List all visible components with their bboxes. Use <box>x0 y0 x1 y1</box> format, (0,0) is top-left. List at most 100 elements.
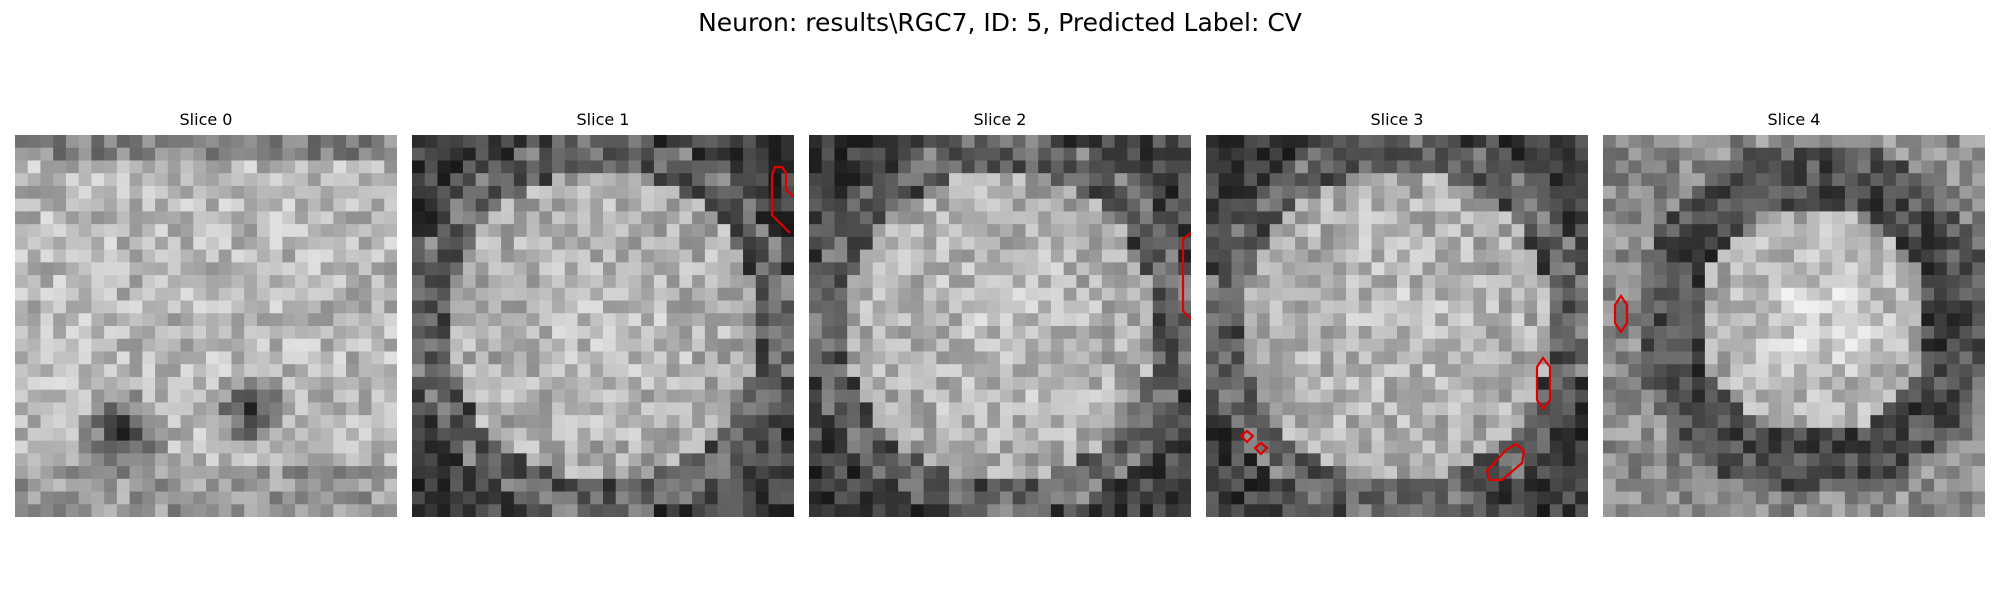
pixel <box>1012 287 1026 301</box>
pixel <box>628 338 642 352</box>
pixel <box>1269 389 1283 403</box>
pixel <box>923 491 937 505</box>
pixel <box>371 224 385 238</box>
pixel <box>552 466 566 480</box>
pixel <box>333 326 347 340</box>
pixel <box>1743 326 1757 340</box>
pixel <box>859 478 874 492</box>
pixel <box>91 313 105 327</box>
pixel <box>1537 249 1551 263</box>
pixel <box>142 160 156 174</box>
pixel <box>1152 453 1166 467</box>
pixel <box>692 440 706 454</box>
pixel <box>987 351 1001 365</box>
pixel <box>821 364 835 378</box>
pixel <box>1781 338 1795 352</box>
pixel <box>1447 300 1462 314</box>
pixel <box>104 211 118 225</box>
pixel <box>1692 313 1706 327</box>
pixel <box>781 402 794 416</box>
pixel <box>603 262 617 276</box>
pixel <box>1717 236 1731 250</box>
pixel <box>1704 287 1718 301</box>
pixel <box>1101 478 1115 492</box>
pixel <box>1269 466 1283 480</box>
pixel <box>1307 249 1321 263</box>
pixel <box>371 504 385 517</box>
pixel <box>1806 504 1820 517</box>
pixel <box>1755 453 1769 467</box>
pixel <box>1307 262 1321 276</box>
pixel <box>1384 491 1398 505</box>
pixel <box>371 236 385 250</box>
pixel <box>1934 287 1948 301</box>
pixel <box>167 389 181 403</box>
pixel <box>961 376 975 391</box>
pixel <box>1679 389 1693 403</box>
pixel <box>1537 427 1551 441</box>
pixel <box>717 211 731 225</box>
pixel <box>65 287 80 301</box>
pixel <box>1972 402 1985 416</box>
pixel <box>936 326 950 340</box>
pixel <box>1000 326 1014 340</box>
pixel <box>1422 313 1436 327</box>
pixel <box>1819 427 1833 441</box>
pixel <box>1089 198 1103 212</box>
pixel <box>1781 389 1795 403</box>
pixel <box>615 351 629 365</box>
pixel <box>1575 147 1588 161</box>
pixel <box>872 402 886 416</box>
pixel <box>1486 326 1500 340</box>
pixel <box>987 364 1001 378</box>
pixel <box>834 338 848 352</box>
pixel <box>1603 415 1617 429</box>
pixel <box>1165 453 1179 467</box>
pixel <box>1921 504 1935 517</box>
pixel <box>885 402 899 416</box>
pixel <box>641 147 655 161</box>
pixel <box>821 427 835 441</box>
pixel <box>526 326 540 340</box>
pixel <box>923 326 937 340</box>
pixel <box>615 415 629 429</box>
pixel <box>1269 249 1283 263</box>
pixel <box>1256 135 1271 149</box>
pixel <box>1768 466 1782 480</box>
pixel <box>1152 402 1166 416</box>
pixel <box>1730 275 1744 289</box>
pixel <box>1511 147 1525 161</box>
pixel <box>743 440 757 454</box>
pixel <box>552 491 566 505</box>
pixel <box>743 364 757 378</box>
pixel <box>1679 440 1693 454</box>
pixel <box>180 262 194 276</box>
pixel <box>358 504 372 517</box>
pixel <box>1101 376 1115 391</box>
pixel <box>1063 249 1077 263</box>
pixel <box>1959 364 1973 378</box>
pixel <box>1717 491 1731 505</box>
pixel <box>412 313 426 327</box>
pixel <box>206 313 220 327</box>
pixel <box>603 364 617 378</box>
pixel <box>27 427 41 441</box>
pixel <box>1409 135 1423 149</box>
pixel <box>859 440 874 454</box>
pixel <box>1946 173 1960 187</box>
pixel <box>307 364 321 378</box>
pixel <box>666 287 680 301</box>
pixel <box>692 236 706 250</box>
pixel <box>488 236 502 250</box>
pixel <box>730 351 744 365</box>
pixel <box>936 185 950 200</box>
pixel <box>1038 389 1052 403</box>
pixel <box>1704 249 1718 263</box>
pixel <box>821 351 835 365</box>
pixel <box>1562 427 1576 441</box>
pixel <box>692 275 706 289</box>
pixel <box>1562 300 1576 314</box>
pixel <box>1857 211 1871 225</box>
pixel <box>1063 389 1077 403</box>
pixel <box>1371 453 1385 467</box>
